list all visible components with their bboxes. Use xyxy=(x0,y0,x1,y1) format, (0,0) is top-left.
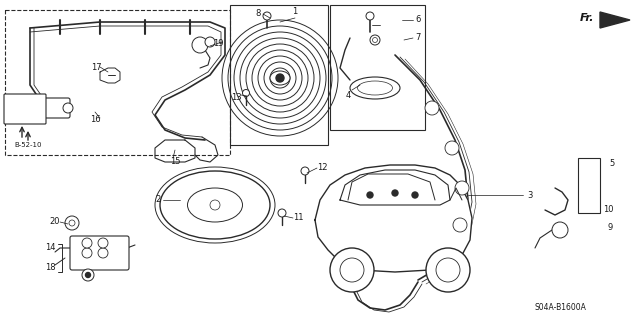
Text: 13: 13 xyxy=(230,93,241,101)
Circle shape xyxy=(98,248,108,258)
Circle shape xyxy=(69,220,75,226)
Text: 19: 19 xyxy=(212,39,223,48)
Circle shape xyxy=(392,190,398,196)
Circle shape xyxy=(210,200,220,210)
Text: 20: 20 xyxy=(50,218,60,226)
Bar xyxy=(230,5,328,145)
Circle shape xyxy=(63,103,73,113)
Text: 2: 2 xyxy=(156,196,161,204)
Circle shape xyxy=(86,272,90,278)
Circle shape xyxy=(192,37,208,53)
Circle shape xyxy=(82,269,94,281)
Text: 9: 9 xyxy=(607,224,612,233)
Circle shape xyxy=(278,209,286,217)
Text: 8: 8 xyxy=(255,10,260,19)
Ellipse shape xyxy=(350,77,400,99)
Text: 6: 6 xyxy=(415,16,420,25)
Circle shape xyxy=(243,90,250,97)
Text: 12: 12 xyxy=(317,164,327,173)
Text: 5: 5 xyxy=(609,159,614,167)
Circle shape xyxy=(412,192,418,198)
Text: 1: 1 xyxy=(292,8,298,17)
Circle shape xyxy=(276,74,284,82)
Circle shape xyxy=(425,101,439,115)
Text: 18: 18 xyxy=(45,263,55,272)
Text: 10: 10 xyxy=(603,205,613,214)
Text: 15: 15 xyxy=(170,158,180,167)
Circle shape xyxy=(366,12,374,20)
Circle shape xyxy=(455,181,469,195)
Circle shape xyxy=(65,216,79,230)
Ellipse shape xyxy=(160,171,270,239)
Circle shape xyxy=(552,222,568,238)
Circle shape xyxy=(82,248,92,258)
Circle shape xyxy=(445,141,459,155)
FancyBboxPatch shape xyxy=(70,236,129,270)
Ellipse shape xyxy=(358,81,392,95)
Text: 4: 4 xyxy=(346,91,351,100)
Text: B-52-10: B-52-10 xyxy=(14,142,42,148)
Ellipse shape xyxy=(188,188,243,222)
Bar xyxy=(330,5,425,130)
Circle shape xyxy=(436,258,460,282)
Text: Fr.: Fr. xyxy=(580,13,595,23)
FancyBboxPatch shape xyxy=(4,94,46,124)
Circle shape xyxy=(453,218,467,232)
Circle shape xyxy=(82,238,92,248)
Polygon shape xyxy=(600,12,630,28)
Circle shape xyxy=(372,38,378,42)
Polygon shape xyxy=(340,170,450,205)
Bar xyxy=(5,10,230,155)
Circle shape xyxy=(263,12,271,20)
Circle shape xyxy=(205,37,215,47)
Text: 7: 7 xyxy=(415,33,420,42)
Circle shape xyxy=(98,238,108,248)
Circle shape xyxy=(367,192,373,198)
Text: S04A-B1600A: S04A-B1600A xyxy=(534,303,586,313)
Text: 11: 11 xyxy=(292,213,303,222)
Circle shape xyxy=(330,248,374,292)
Text: 17: 17 xyxy=(91,63,101,72)
Text: 14: 14 xyxy=(45,243,55,253)
Circle shape xyxy=(370,35,380,45)
Polygon shape xyxy=(315,165,472,272)
Circle shape xyxy=(340,258,364,282)
Bar xyxy=(578,158,600,213)
Text: 16: 16 xyxy=(90,115,100,124)
Ellipse shape xyxy=(270,71,290,85)
Text: 3: 3 xyxy=(527,190,532,199)
Circle shape xyxy=(301,167,309,175)
Circle shape xyxy=(426,248,470,292)
FancyBboxPatch shape xyxy=(36,98,70,118)
